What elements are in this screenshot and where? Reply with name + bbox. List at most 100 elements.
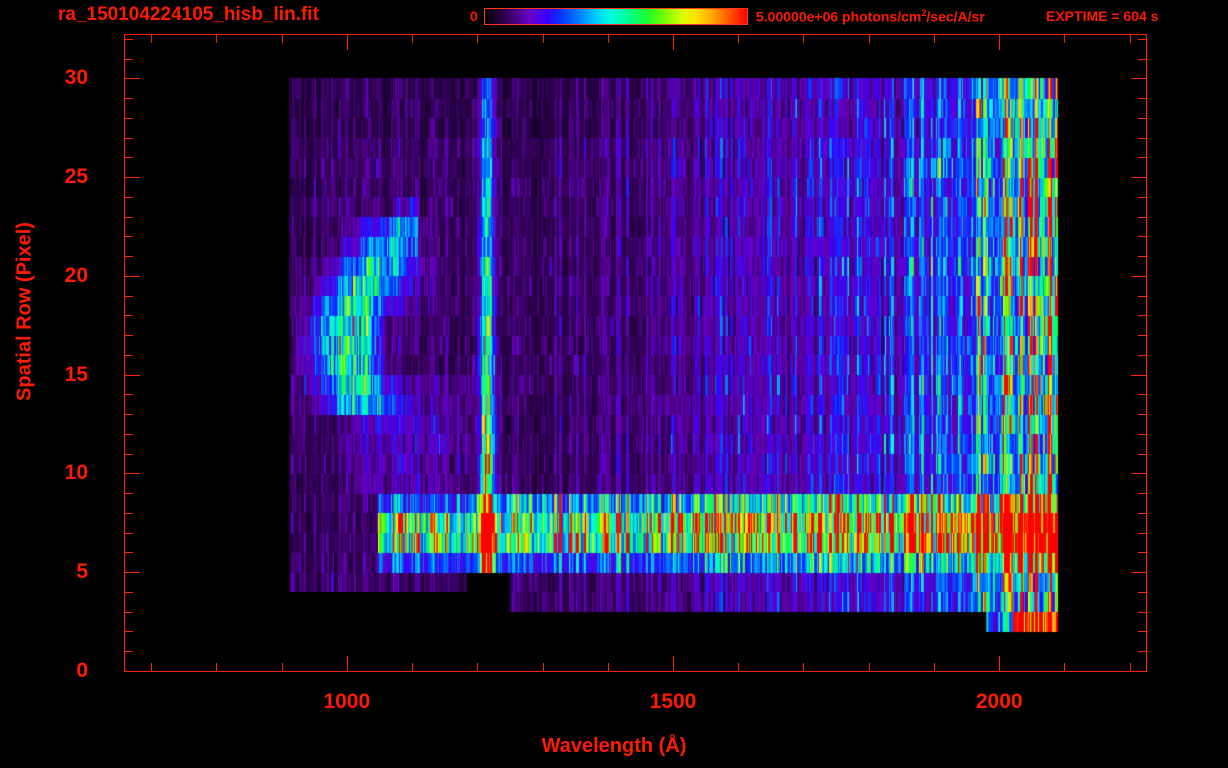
y-tick-minor-right xyxy=(1138,433,1146,435)
y-tick-minor xyxy=(125,512,133,514)
x-tick-minor-top xyxy=(1064,35,1066,43)
y-tick-minor xyxy=(125,651,133,653)
x-tick-label: 2000 xyxy=(975,690,1023,713)
y-tick-minor xyxy=(125,38,133,40)
x-tick-minor-top xyxy=(281,35,283,43)
x-tick-minor-top xyxy=(1129,35,1131,43)
y-tick-minor xyxy=(125,137,133,139)
y-tick-minor xyxy=(125,394,133,396)
x-tick-major xyxy=(673,656,674,671)
x-tick-minor-top xyxy=(607,35,609,43)
x-tick-major xyxy=(999,656,1001,671)
y-tick-major xyxy=(125,78,140,80)
y-tick-minor xyxy=(125,335,133,337)
x-tick-minor xyxy=(868,663,870,671)
x-tick-minor xyxy=(412,663,414,671)
x-tick-minor xyxy=(477,663,479,671)
x-tick-major xyxy=(346,656,348,671)
y-tick-major-right xyxy=(1131,78,1146,80)
y-tick-minor-right xyxy=(1138,354,1146,356)
y-tick-minor-right xyxy=(1138,315,1146,317)
y-tick-label: 30 xyxy=(64,66,88,90)
y-tick-minor-right xyxy=(1138,552,1146,554)
y-tick-minor xyxy=(125,433,133,435)
x-tick-minor-top xyxy=(542,35,544,43)
y-tick-minor xyxy=(125,552,133,554)
colorbar-min-label: 0 xyxy=(470,8,478,24)
y-tick-minor-right xyxy=(1138,137,1146,139)
x-tick-minor xyxy=(281,663,283,671)
x-tick-minor-top xyxy=(803,35,805,43)
y-tick-minor-right xyxy=(1138,532,1146,534)
y-tick-minor-right xyxy=(1138,631,1146,633)
y-tick-minor xyxy=(125,414,133,416)
y-tick-minor xyxy=(125,58,133,60)
y-tick-major-right xyxy=(1131,275,1146,277)
y-tick-minor xyxy=(125,532,133,534)
y-tick-major xyxy=(125,177,140,179)
y-tick-minor xyxy=(125,236,133,238)
y-tick-label: 5 xyxy=(76,560,88,584)
x-tick-minor-top xyxy=(216,35,218,43)
x-tick-label: 1500 xyxy=(649,690,697,713)
y-tick-major xyxy=(125,275,140,277)
x-tick-minor xyxy=(542,663,544,671)
y-axis-title: Spatial Row (Pixel) xyxy=(13,222,36,401)
y-tick-minor-right xyxy=(1138,591,1146,593)
x-tick-minor xyxy=(216,663,218,671)
y-tick-label: 25 xyxy=(64,165,88,189)
x-tick-minor-top xyxy=(933,35,935,43)
x-axis-title: Wavelength (Å) xyxy=(541,735,687,757)
x-tick-major-top xyxy=(673,35,674,50)
y-tick-minor-right xyxy=(1138,58,1146,60)
y-tick-minor xyxy=(125,216,133,218)
y-tick-minor-right xyxy=(1138,414,1146,416)
y-tick-major-right xyxy=(1131,177,1146,179)
y-tick-label: 10 xyxy=(64,461,88,485)
y-tick-minor-right xyxy=(1138,453,1146,455)
y-tick-minor-right xyxy=(1138,493,1146,495)
y-tick-minor xyxy=(125,256,133,258)
x-tick-minor-top xyxy=(412,35,414,43)
x-tick-minor-top xyxy=(477,35,479,43)
y-tick-minor-right xyxy=(1138,651,1146,653)
y-tick-minor-right xyxy=(1138,157,1146,159)
y-tick-minor xyxy=(125,295,133,297)
x-tick-minor-top xyxy=(868,35,870,43)
y-tick-major xyxy=(125,473,140,475)
y-tick-major-right xyxy=(1131,572,1146,574)
x-tick-minor xyxy=(607,663,609,671)
x-tick-major-top xyxy=(346,35,348,50)
y-tick-minor-right xyxy=(1138,196,1146,198)
x-tick-label: 1000 xyxy=(323,690,371,713)
y-tick-minor xyxy=(125,196,133,198)
y-tick-minor xyxy=(125,98,133,100)
x-tick-minor xyxy=(1064,663,1066,671)
page-title: ra_150104224105_hisb_lin.fit xyxy=(58,4,319,25)
y-tick-major-right xyxy=(1131,473,1146,475)
y-tick-minor-right xyxy=(1138,335,1146,337)
colorbar-max-label: 5.00000e+06 photons/cm2/sec/A/sr xyxy=(756,8,985,25)
y-tick-minor-right xyxy=(1138,394,1146,396)
y-tick-label: 0 xyxy=(76,659,88,682)
colorbar-units-suffix: /sec/A/sr xyxy=(926,8,985,25)
exptime-label: EXPTIME = 604 s xyxy=(1046,8,1159,24)
x-tick-minor xyxy=(933,663,935,671)
y-tick-minor-right xyxy=(1138,236,1146,238)
x-tick-minor-top xyxy=(151,35,153,43)
colorbar-exponent: 2 xyxy=(921,8,927,18)
x-tick-major-top xyxy=(999,35,1001,50)
y-tick-minor-right xyxy=(1138,216,1146,218)
colorbar-max-value: 5.00000e+06 photons/cm xyxy=(756,8,922,25)
y-tick-minor xyxy=(125,117,133,119)
y-tick-minor xyxy=(125,611,133,613)
y-tick-minor xyxy=(125,493,133,495)
y-tick-label: 15 xyxy=(64,362,88,386)
y-tick-minor-right xyxy=(1138,117,1146,119)
x-tick-minor-top xyxy=(738,35,740,43)
y-tick-minor xyxy=(125,631,133,633)
y-tick-major xyxy=(125,374,140,376)
y-tick-minor-right xyxy=(1138,98,1146,100)
spectrogram-image xyxy=(125,35,1146,671)
